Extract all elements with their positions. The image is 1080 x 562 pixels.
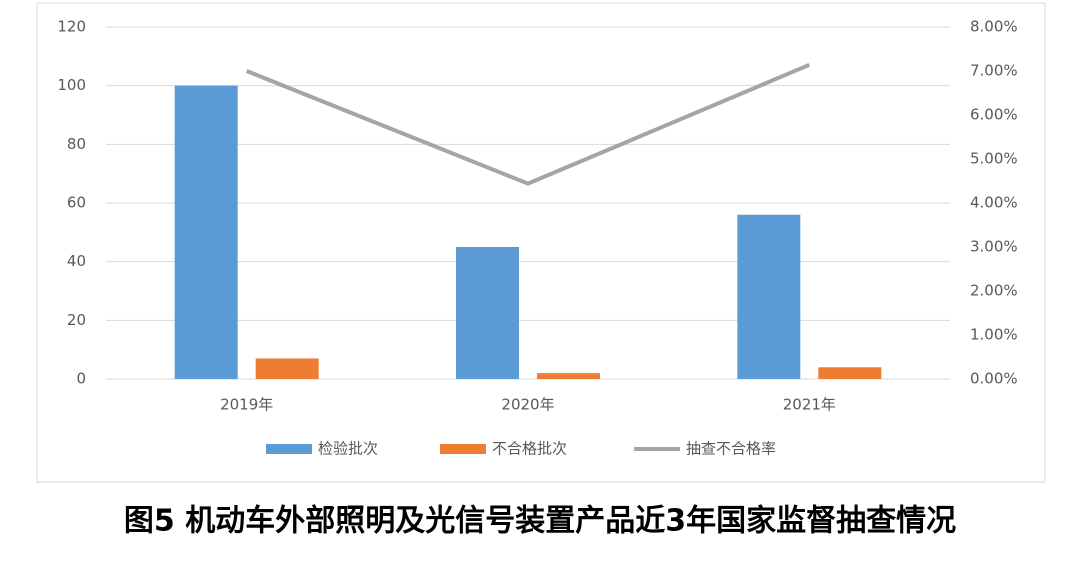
y-tick-label: 20 — [67, 311, 86, 329]
bar — [737, 214, 801, 379]
y2-tick-label: 1.00% — [970, 326, 1018, 344]
y2-tick-label: 7.00% — [970, 62, 1018, 80]
bar — [537, 373, 600, 379]
legend-label: 检验批次 — [318, 440, 378, 458]
y2-tick-label: 4.00% — [970, 194, 1018, 212]
line — [245, 62, 811, 186]
legend-swatch — [266, 444, 312, 454]
figure-caption: 图5 机动车外部照明及光信号装置产品近3年国家监督抽查情况 — [124, 504, 956, 539]
bar — [174, 85, 238, 380]
y-tick-label: 120 — [57, 18, 86, 36]
y2-tick-label: 8.00% — [970, 18, 1018, 36]
bar — [255, 358, 319, 379]
y2-tick-label: 0.00% — [970, 370, 1018, 388]
y-tick-label: 60 — [67, 194, 86, 212]
y2-tick-label: 2.00% — [970, 282, 1018, 300]
bar — [456, 247, 519, 379]
legend-swatch — [440, 444, 486, 454]
y-tick-label: 100 — [57, 76, 86, 94]
legend-label: 抽查不合格率 — [686, 440, 776, 458]
x-tick-label: 2020年 — [501, 396, 554, 414]
y2-tick-label: 3.00% — [970, 238, 1018, 256]
y-tick-label: 0 — [76, 370, 86, 388]
bar — [818, 367, 882, 379]
legend-label: 不合格批次 — [492, 440, 567, 458]
y2-tick-label: 5.00% — [970, 150, 1018, 168]
y2-tick-label: 6.00% — [970, 106, 1018, 124]
y-tick-label: 80 — [67, 135, 86, 153]
x-tick-label: 2021年 — [783, 396, 836, 414]
x-tick-label: 2019年 — [220, 396, 273, 414]
y-tick-label: 40 — [67, 252, 86, 270]
